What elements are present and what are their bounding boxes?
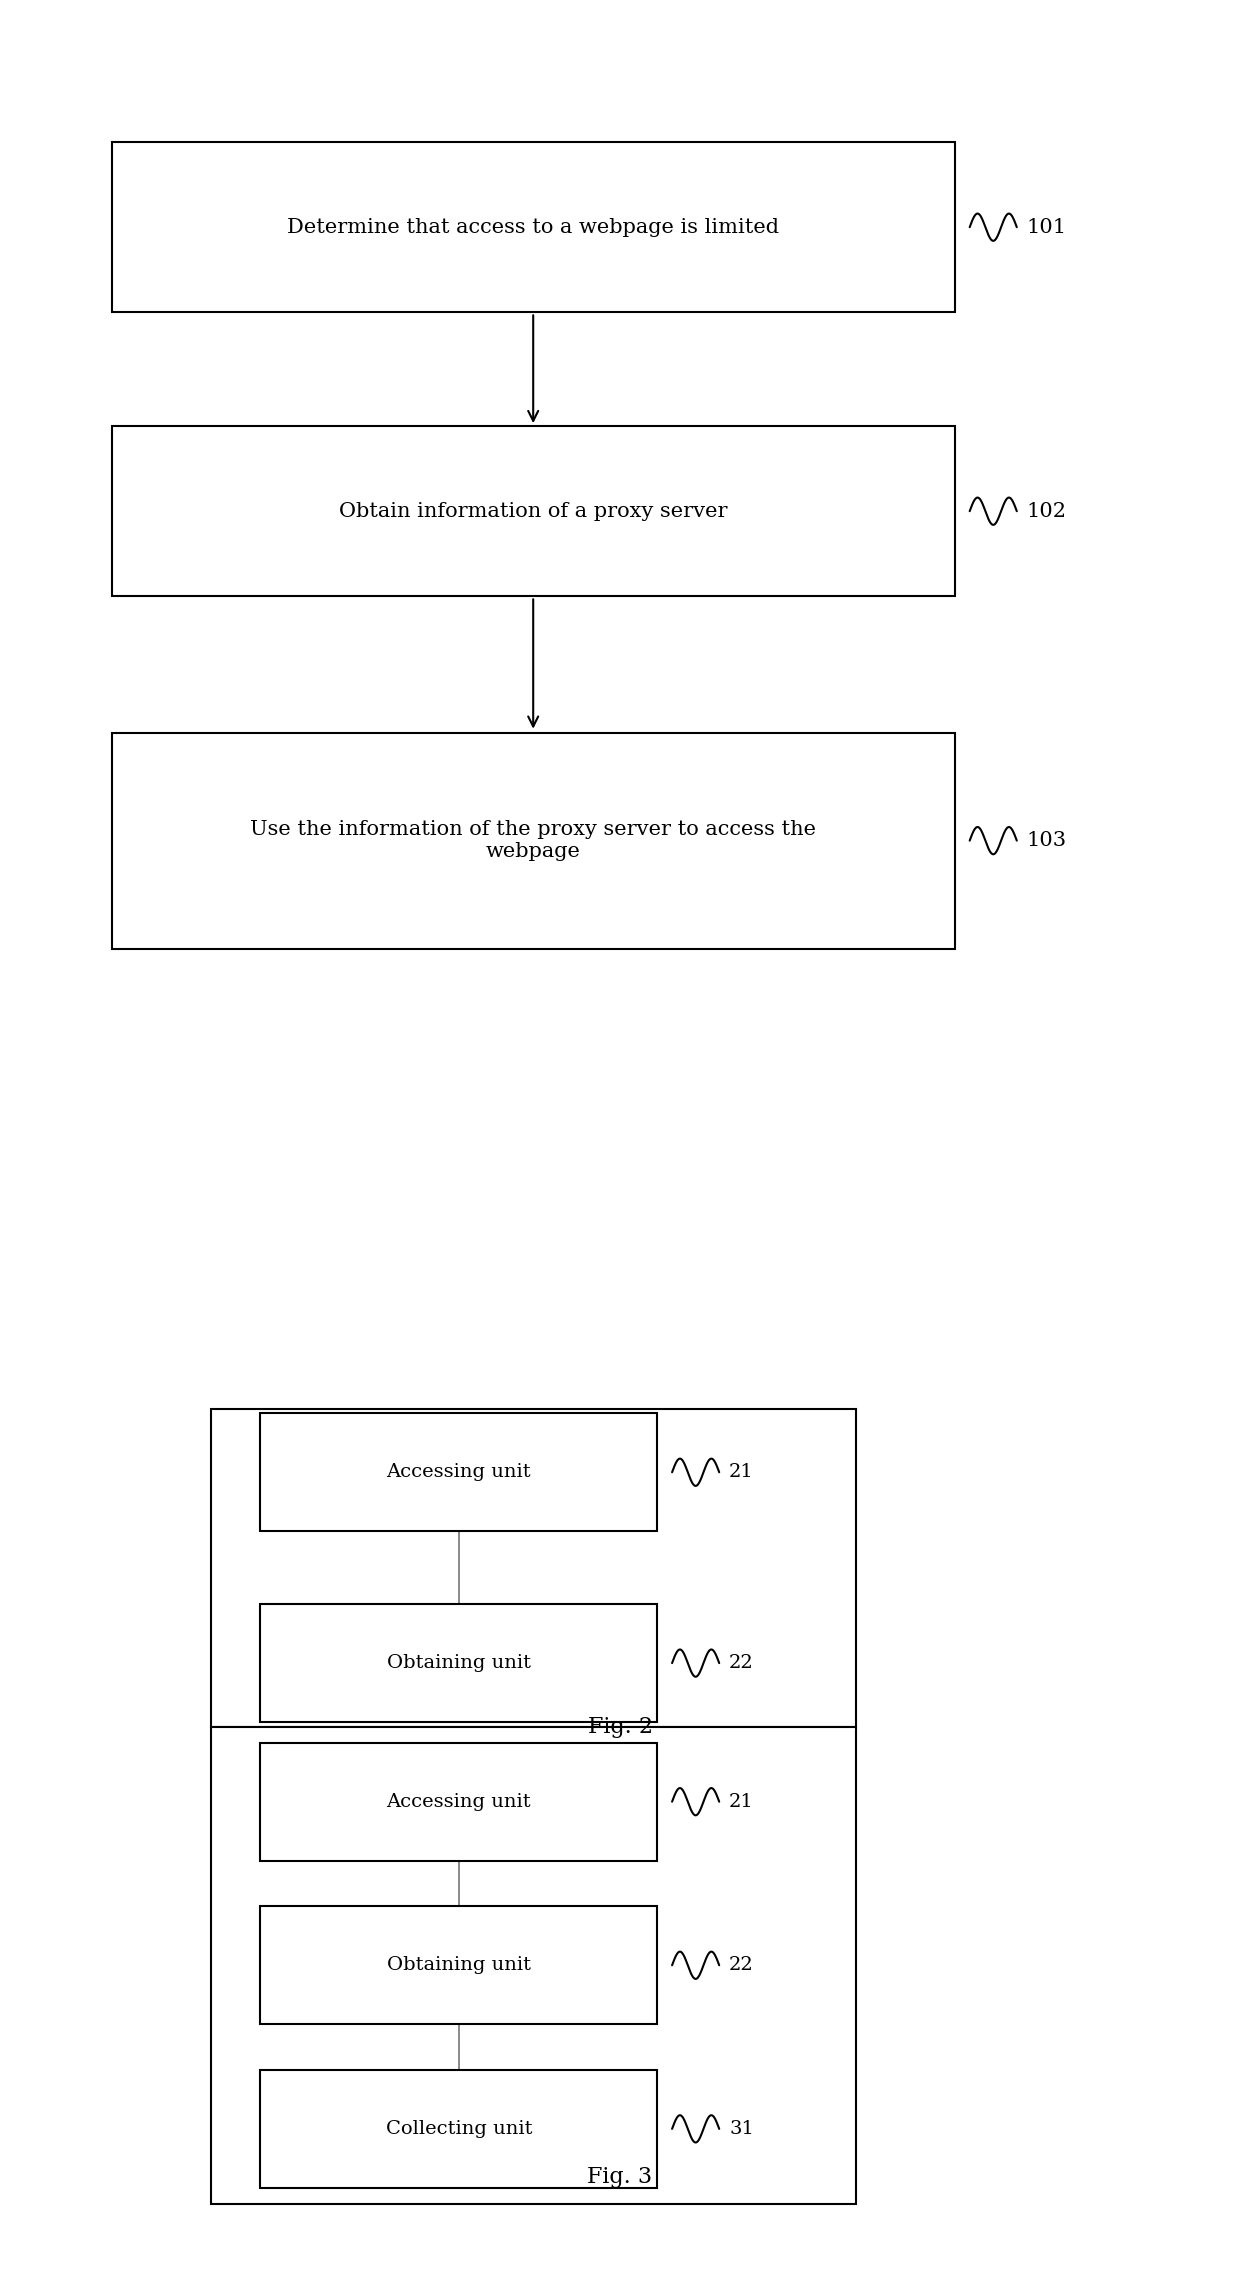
- Text: 22: 22: [729, 1956, 754, 1974]
- Text: 102: 102: [1027, 502, 1066, 520]
- Text: Accessing unit: Accessing unit: [387, 1463, 531, 1481]
- Text: 21: 21: [729, 1463, 754, 1481]
- Bar: [211, 1727, 856, 2204]
- Bar: [112, 732, 955, 950]
- Bar: [260, 1413, 657, 1531]
- Text: 103: 103: [1027, 832, 1066, 850]
- Text: Fig. 3: Fig. 3: [588, 2165, 652, 2188]
- Text: Fig. 2: Fig. 2: [588, 1715, 652, 1738]
- Text: Accessing unit: Accessing unit: [387, 1793, 531, 1811]
- Text: Use the information of the proxy server to access the
webpage: Use the information of the proxy server …: [250, 820, 816, 861]
- Text: 22: 22: [729, 1654, 754, 1672]
- Text: 31: 31: [729, 2120, 754, 2138]
- Bar: [260, 1743, 657, 1861]
- Text: Obtain information of a proxy server: Obtain information of a proxy server: [339, 502, 728, 520]
- Text: Fig. 1: Fig. 1: [588, 1454, 652, 1477]
- Bar: [260, 2070, 657, 2188]
- Bar: [112, 141, 955, 311]
- Text: Determine that access to a webpage is limited: Determine that access to a webpage is li…: [288, 218, 779, 236]
- Bar: [260, 1906, 657, 2024]
- Text: Obtaining unit: Obtaining unit: [387, 1956, 531, 1974]
- Bar: [260, 1604, 657, 1722]
- Text: 21: 21: [729, 1793, 754, 1811]
- Bar: [112, 427, 955, 595]
- Bar: [211, 1409, 856, 1727]
- Text: 101: 101: [1027, 218, 1066, 236]
- Text: Collecting unit: Collecting unit: [386, 2120, 532, 2138]
- Text: Obtaining unit: Obtaining unit: [387, 1654, 531, 1672]
